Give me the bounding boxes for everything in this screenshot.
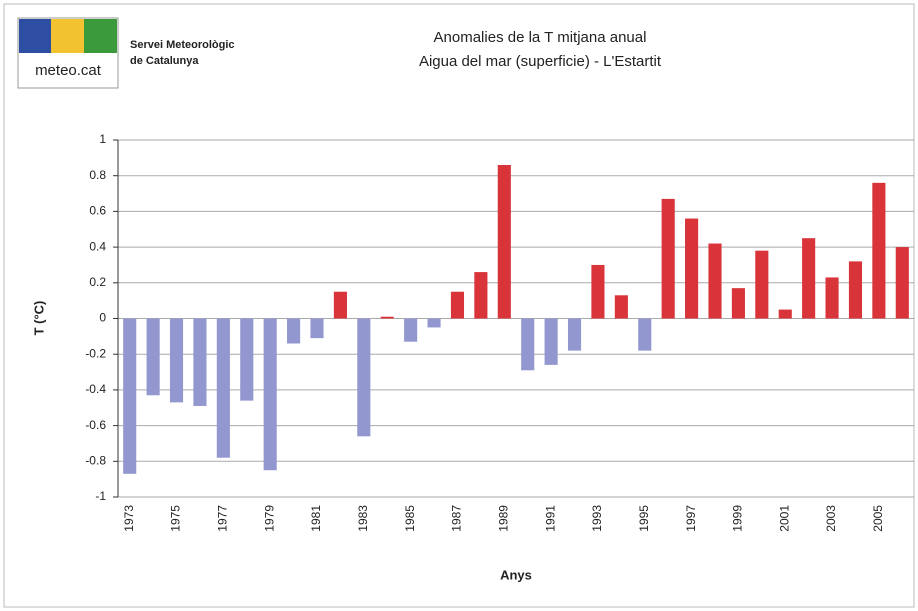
x-tick-label: 1987: [450, 505, 464, 532]
bar: [240, 318, 254, 401]
bar: [614, 295, 628, 319]
chart-title: Anomalies de la T mitjana anual: [434, 29, 647, 46]
bar: [146, 318, 160, 396]
x-tick-label: 1983: [356, 505, 370, 532]
y-tick-label: 0.6: [89, 204, 106, 218]
bar: [263, 318, 277, 471]
bar: [778, 309, 792, 319]
chart-subtitle: Aigua del mar (superficie) - L'Estartit: [419, 53, 662, 70]
y-tick-label: 1: [99, 132, 106, 146]
logo-blue: [19, 19, 51, 53]
y-tick-label: 0.8: [89, 168, 106, 182]
bar: [287, 318, 301, 344]
bar: [497, 164, 511, 319]
bar: [825, 277, 839, 319]
bar: [848, 261, 863, 319]
x-tick-label: 1993: [590, 505, 604, 532]
y-axis-label: T (°C): [31, 301, 46, 336]
x-axis-label: Anys: [500, 567, 532, 582]
bar: [521, 318, 535, 371]
org-name: Servei Meteorològic: [130, 39, 235, 51]
y-tick-label: -0.4: [85, 382, 106, 396]
bar: [802, 238, 816, 319]
bar: [310, 318, 324, 339]
logo-green: [84, 19, 117, 53]
x-tick-label: 1981: [309, 505, 323, 532]
x-tick-label: 1991: [543, 505, 557, 532]
logo: meteo.cat: [17, 17, 119, 89]
bar: [474, 272, 488, 319]
y-tick-label: -0.2: [85, 346, 106, 360]
bar: [638, 318, 652, 351]
bar: [169, 318, 184, 403]
x-tick-label: 1995: [637, 505, 651, 532]
bar: [380, 316, 394, 319]
logo-yellow: [51, 19, 84, 53]
bar: [123, 318, 137, 474]
bar: [895, 247, 909, 319]
bar: [685, 218, 699, 319]
x-tick-label: 2005: [871, 505, 885, 532]
x-tick-label: 1989: [496, 505, 510, 532]
bar: [708, 243, 722, 319]
bar: [450, 291, 465, 319]
bar: [216, 318, 230, 458]
bar: [193, 318, 207, 406]
y-tick-label: 0.4: [89, 239, 106, 253]
bar: [755, 250, 769, 319]
x-tick-label: 1985: [403, 505, 417, 532]
y-tick-label: -1: [95, 489, 106, 503]
x-tick-label: 1973: [122, 505, 136, 532]
bar: [333, 291, 347, 319]
bar: [591, 264, 605, 319]
bar: [731, 288, 745, 319]
y-tick-label: -0.8: [85, 453, 106, 467]
x-tick-label: 1997: [684, 505, 698, 532]
y-tick-label: 0: [99, 311, 106, 325]
bar: [544, 318, 558, 365]
bar: [567, 318, 582, 351]
x-tick-label: 2003: [824, 505, 838, 532]
logo-brand: meteo.cat: [35, 62, 102, 79]
bar: [872, 182, 886, 319]
y-tick-label: 0.2: [89, 275, 106, 289]
x-tick-label: 2001: [777, 505, 791, 532]
bar: [427, 318, 441, 328]
y-tick-label: -0.6: [85, 418, 106, 432]
bar: [404, 318, 418, 342]
bar: [661, 198, 675, 319]
x-tick-label: 1979: [262, 505, 276, 532]
org-name: de Catalunya: [130, 55, 199, 67]
x-tick-label: 1977: [216, 505, 230, 532]
x-tick-label: 1999: [731, 505, 745, 532]
x-tick-label: 1975: [169, 505, 183, 532]
bar: [357, 318, 371, 437]
